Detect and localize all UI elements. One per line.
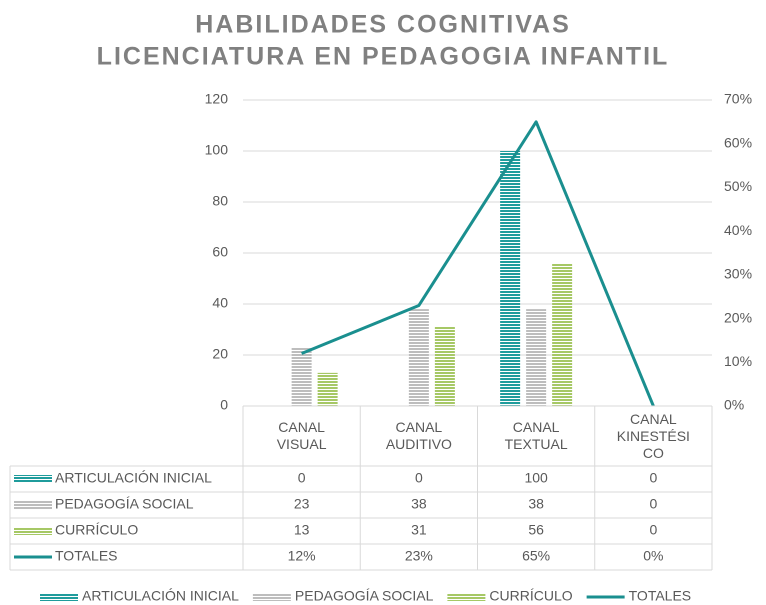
bar [552,263,573,406]
y2-tick-label: 50% [724,178,752,194]
y-tick-label: 60 [212,244,228,260]
category-cell: CANAL AUDITIVO [385,419,452,452]
y-tick-label: 40 [212,295,228,311]
table-value: 0% [643,548,663,564]
table-value: 38 [528,496,544,512]
legend-key [40,593,78,601]
bar [526,309,547,406]
y2-tick-label: 30% [724,266,752,282]
bar [500,151,521,406]
table-series-name: PEDAGOGÍA SOCIAL [55,496,194,512]
table-value: 0 [649,470,657,486]
line [301,120,655,407]
table-value: 0 [298,470,306,486]
y2-tick-label: 70% [724,91,752,107]
legend-label: ARTICULACIÓN INICIAL [82,588,239,604]
y2-tick-label: 40% [724,222,752,238]
table-value: 0 [649,496,657,512]
table-value: 100 [524,470,548,486]
legend-label: PEDAGOGÍA SOCIAL [295,588,434,604]
category-cell: CANAL VISUAL [276,419,327,452]
table-series-name: ARTICULACIÓN INICIAL [55,470,212,486]
legend-key [252,593,291,601]
table-value: 13 [294,522,310,538]
y2-tick-label: 60% [724,134,752,150]
y-tick-label: 120 [205,91,229,107]
table-value: 0 [415,470,423,486]
bar [408,309,429,406]
y2-tick-label: 10% [724,353,752,369]
table-value: 12% [288,548,316,564]
table-value: 0 [649,522,657,538]
y-tick-label: 100 [205,142,229,158]
category-cell: CANAL TEXTUAL [504,419,568,452]
table-value: 23% [405,548,433,564]
bar [291,347,312,406]
table-value: 23 [294,496,310,512]
y2-tick-label: 0% [724,397,744,413]
table-value: 56 [528,522,544,538]
y-tick-label: 20 [212,346,228,362]
table-value: 65% [522,548,550,564]
category-cell: CANAL KINESTÉSICO [616,410,690,461]
y2-tick-label: 20% [724,309,752,325]
bar [317,372,338,406]
legend-key [14,501,52,509]
legend-label: TOTALES [629,588,692,604]
x-tick-label: CANAL VISUAL [276,419,327,452]
x-tick-label: CANAL KINESTÉSICO [616,410,690,461]
y-tick-label: 0 [220,397,228,413]
table-series-name: TOTALES [55,548,118,564]
chart-title: HABILIDADES COGNITIVAS [195,11,571,39]
y-tick-label: 80 [212,193,228,209]
bar [434,326,455,406]
table-series-name: CURRÍCULO [55,522,138,538]
table-value: 38 [411,496,427,512]
legend-key [447,593,486,601]
chart-subtitle: LICENCIATURA EN PEDAGOGIA INFANTIL [97,43,670,71]
legend-key [14,475,52,483]
table-value: 31 [411,522,427,538]
legend-label: CURRÍCULO [489,588,572,604]
x-tick-label: CANAL AUDITIVO [385,419,452,452]
legend-key [14,527,52,535]
x-tick-label: CANAL TEXTUAL [504,419,568,452]
